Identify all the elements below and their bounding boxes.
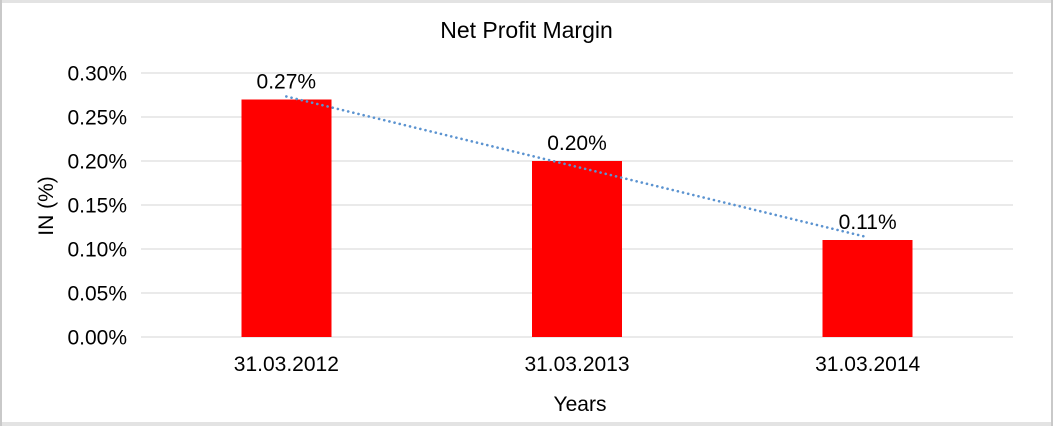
chart-title: Net Profit Margin <box>440 17 613 43</box>
y-tick-label: 0.10% <box>67 239 127 262</box>
y-tick-label: 0.30% <box>67 63 127 86</box>
bar <box>532 161 622 337</box>
x-axis-title: Years <box>553 393 607 416</box>
x-tick-label: 31.03.2014 <box>815 353 920 376</box>
bar <box>241 99 332 338</box>
y-tick-label: 0.00% <box>67 327 127 350</box>
frame-border-left <box>0 0 2 426</box>
frame-border-right <box>1051 0 1053 426</box>
bar-data-label: 0.20% <box>547 132 607 155</box>
bar-data-label: 0.27% <box>257 70 317 93</box>
y-tick-label: 0.20% <box>67 151 127 174</box>
y-tick-label: 0.05% <box>67 283 127 306</box>
bar <box>822 240 913 337</box>
trendline <box>285 95 869 239</box>
frame-border-bottom <box>0 422 1053 426</box>
frame-border-top <box>0 0 1053 3</box>
x-tick-label: 31.03.2012 <box>234 353 339 376</box>
x-tick-label: 31.03.2013 <box>524 353 629 376</box>
bar-data-label: 0.11% <box>839 211 897 234</box>
y-tick-label: 0.15% <box>67 195 127 218</box>
y-tick-label: 0.25% <box>67 107 127 130</box>
